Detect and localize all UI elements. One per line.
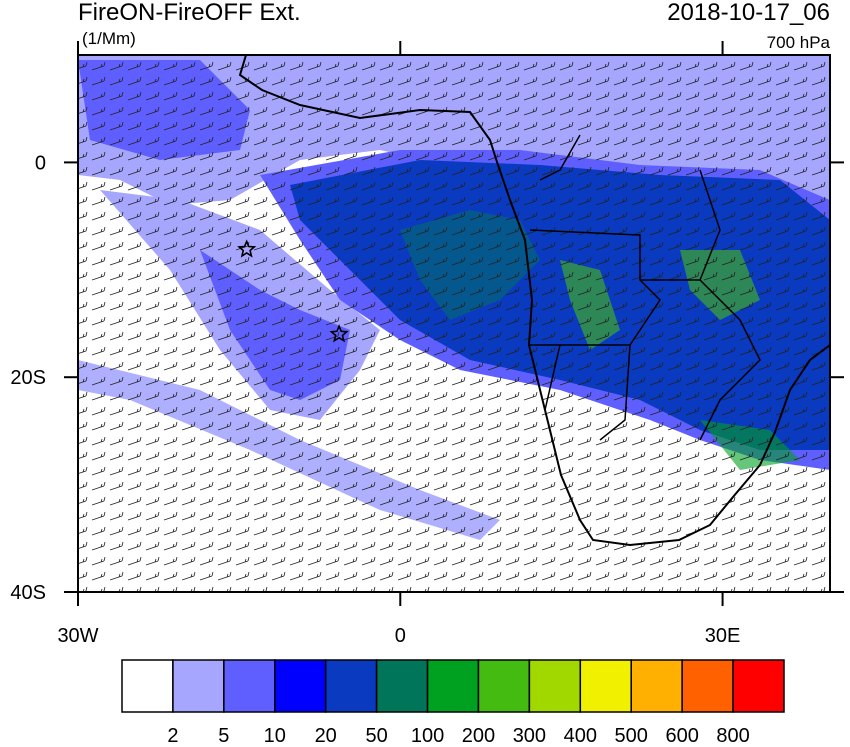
colorbar-box [426,659,480,713]
field [78,55,830,592]
colorbar-box [579,659,632,713]
colorbar-label: 100 [411,725,444,747]
colorbar-box [223,659,276,713]
colorbar-label: 50 [365,725,387,747]
map-frame [77,54,831,593]
colorbar-box [375,659,429,713]
y-tick-label: 40S [10,582,46,604]
x-tick-label: 30W [57,625,98,647]
colorbar-label: 200 [462,725,495,747]
colorbar-label: 5 [218,725,229,747]
colorbar-label: 2 [167,725,178,747]
wind-barbs [78,55,830,592]
colorbar-label: 300 [513,725,546,747]
colorbar-box [324,659,378,713]
colorbar-box [274,659,327,713]
colorbar-box [121,659,174,713]
borders [529,134,761,441]
y-tick-label: 20S [10,367,46,389]
colorbar-label: 20 [315,725,337,747]
x-tick-label: 0 [395,625,406,647]
colorbar-label: 10 [264,725,286,747]
chart-title: FireON-FireOFF Ext. [78,0,301,26]
colorbar-box [681,659,734,713]
colorbar-box [477,659,531,713]
date: 2018-10-17_06 [667,0,830,26]
site-star [329,324,349,343]
colorbar-label: 600 [665,725,698,747]
y-tick-label: 0 [35,152,46,174]
colorbar-box [732,659,785,713]
units: (1/Mm) [82,29,136,48]
site-star [237,239,257,258]
colorbar-box [172,659,225,713]
colorbar-label: 400 [564,725,597,747]
x-tick-label: 30E [705,625,741,647]
colorbar-box [630,659,683,713]
level: 700 hPa [767,33,831,52]
colorbar-label: 800 [716,725,749,747]
coastline [238,55,830,547]
colorbar-box [528,659,582,713]
colorbar-label: 500 [615,725,648,747]
